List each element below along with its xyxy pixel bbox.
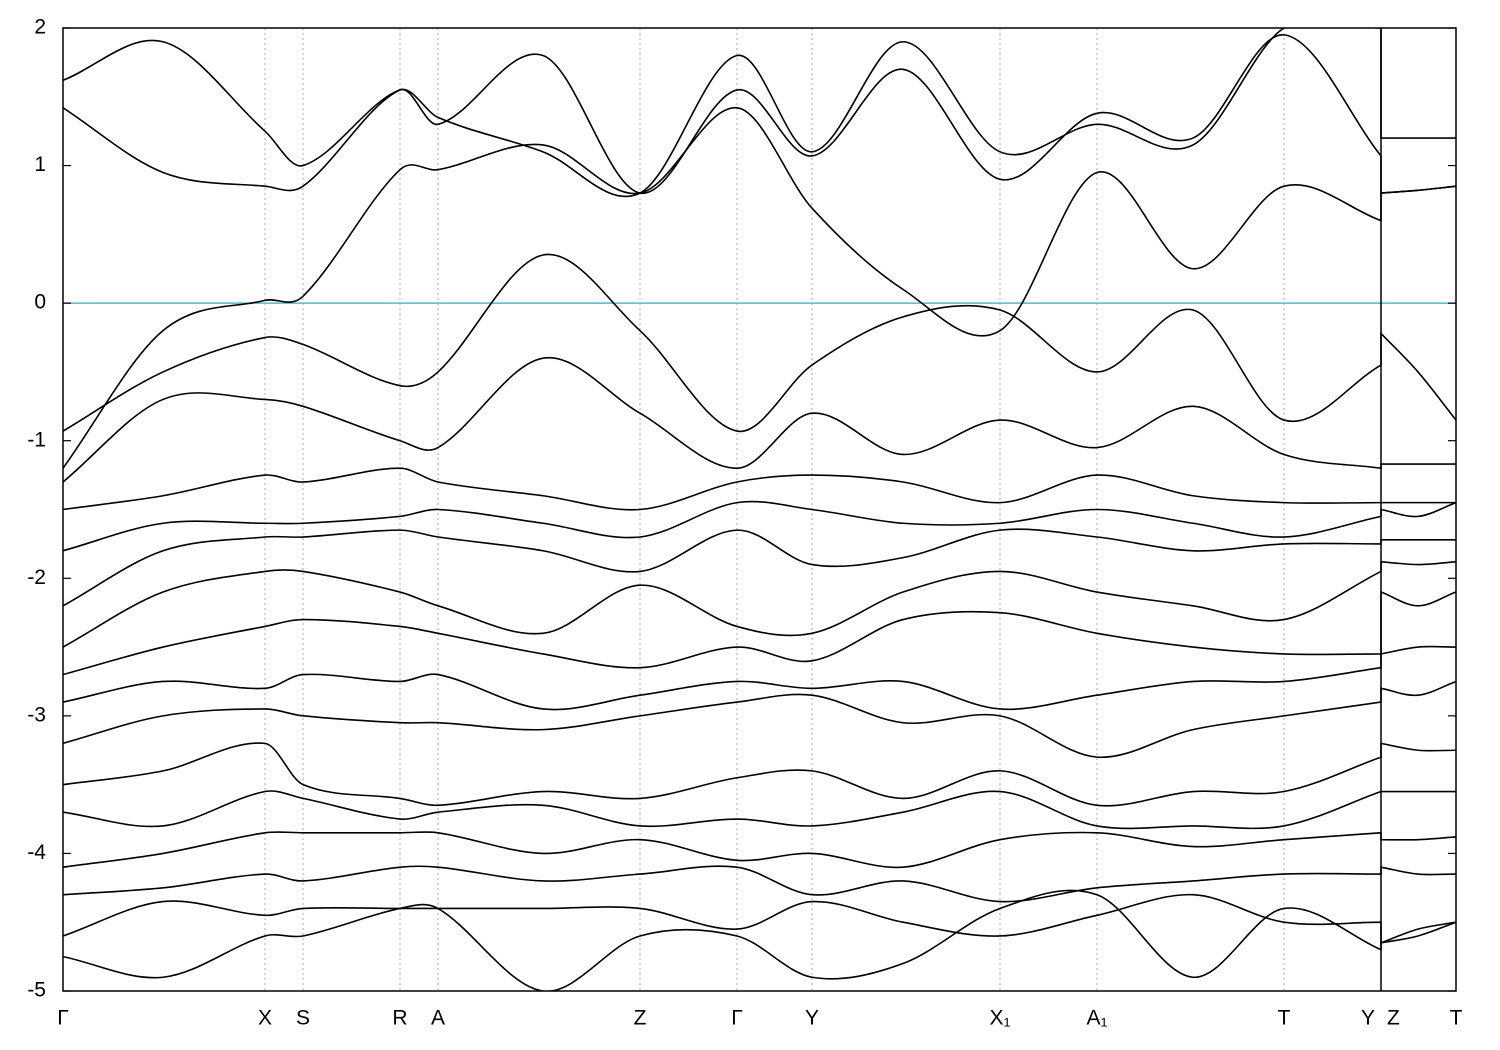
plot-frame [62,27,1457,992]
band-layer [63,28,1456,991]
band-line [63,742,1456,807]
band-line [63,590,1456,676]
band-line [63,28,1456,198]
band-line [63,865,1456,903]
y-tick-label: -4 [27,841,46,864]
y-tick-label: 2 [34,16,46,39]
band-line [63,889,1456,991]
x-tick-label: T [1278,1007,1291,1030]
band-line [63,356,1456,483]
x-tick-label: Z [634,1007,647,1030]
x-tick-label: Γ [731,1007,743,1030]
x-tick-label: R [392,1007,407,1030]
band-line [63,893,1456,945]
x-tick-label: Z [1387,1007,1400,1030]
x-tick-label: X₁ [989,1007,1010,1030]
band-line [63,680,1456,758]
x-tick-label: A₁ [1086,1007,1107,1030]
x-tick-label: A [431,1007,445,1030]
y-tick-label: 1 [34,153,46,176]
band-line [63,106,1456,469]
x-tick-label: Y [805,1007,819,1030]
y-tick-label: 0 [34,291,46,314]
band-line [63,790,1456,830]
y-tick-label: -5 [27,979,46,1002]
band-line [63,645,1456,711]
band-line [63,467,1456,511]
band-line [63,528,1456,607]
band-line [63,831,1456,869]
x-tick-label: Γ [57,1007,69,1030]
y-tick-label: -3 [27,703,46,726]
grid-layer [264,28,1285,991]
y-tick-label: -2 [27,566,46,589]
band-line [63,34,1456,194]
band-line [63,253,1456,432]
x-tick-label: S [296,1007,310,1030]
band-line [63,500,1456,552]
band-line [63,560,1456,648]
x-tick-label: Y [1361,1007,1375,1030]
x-tick-label: X [258,1007,272,1030]
x-tick-label: T [1450,1007,1463,1030]
y-tick-label: -1 [27,428,46,451]
